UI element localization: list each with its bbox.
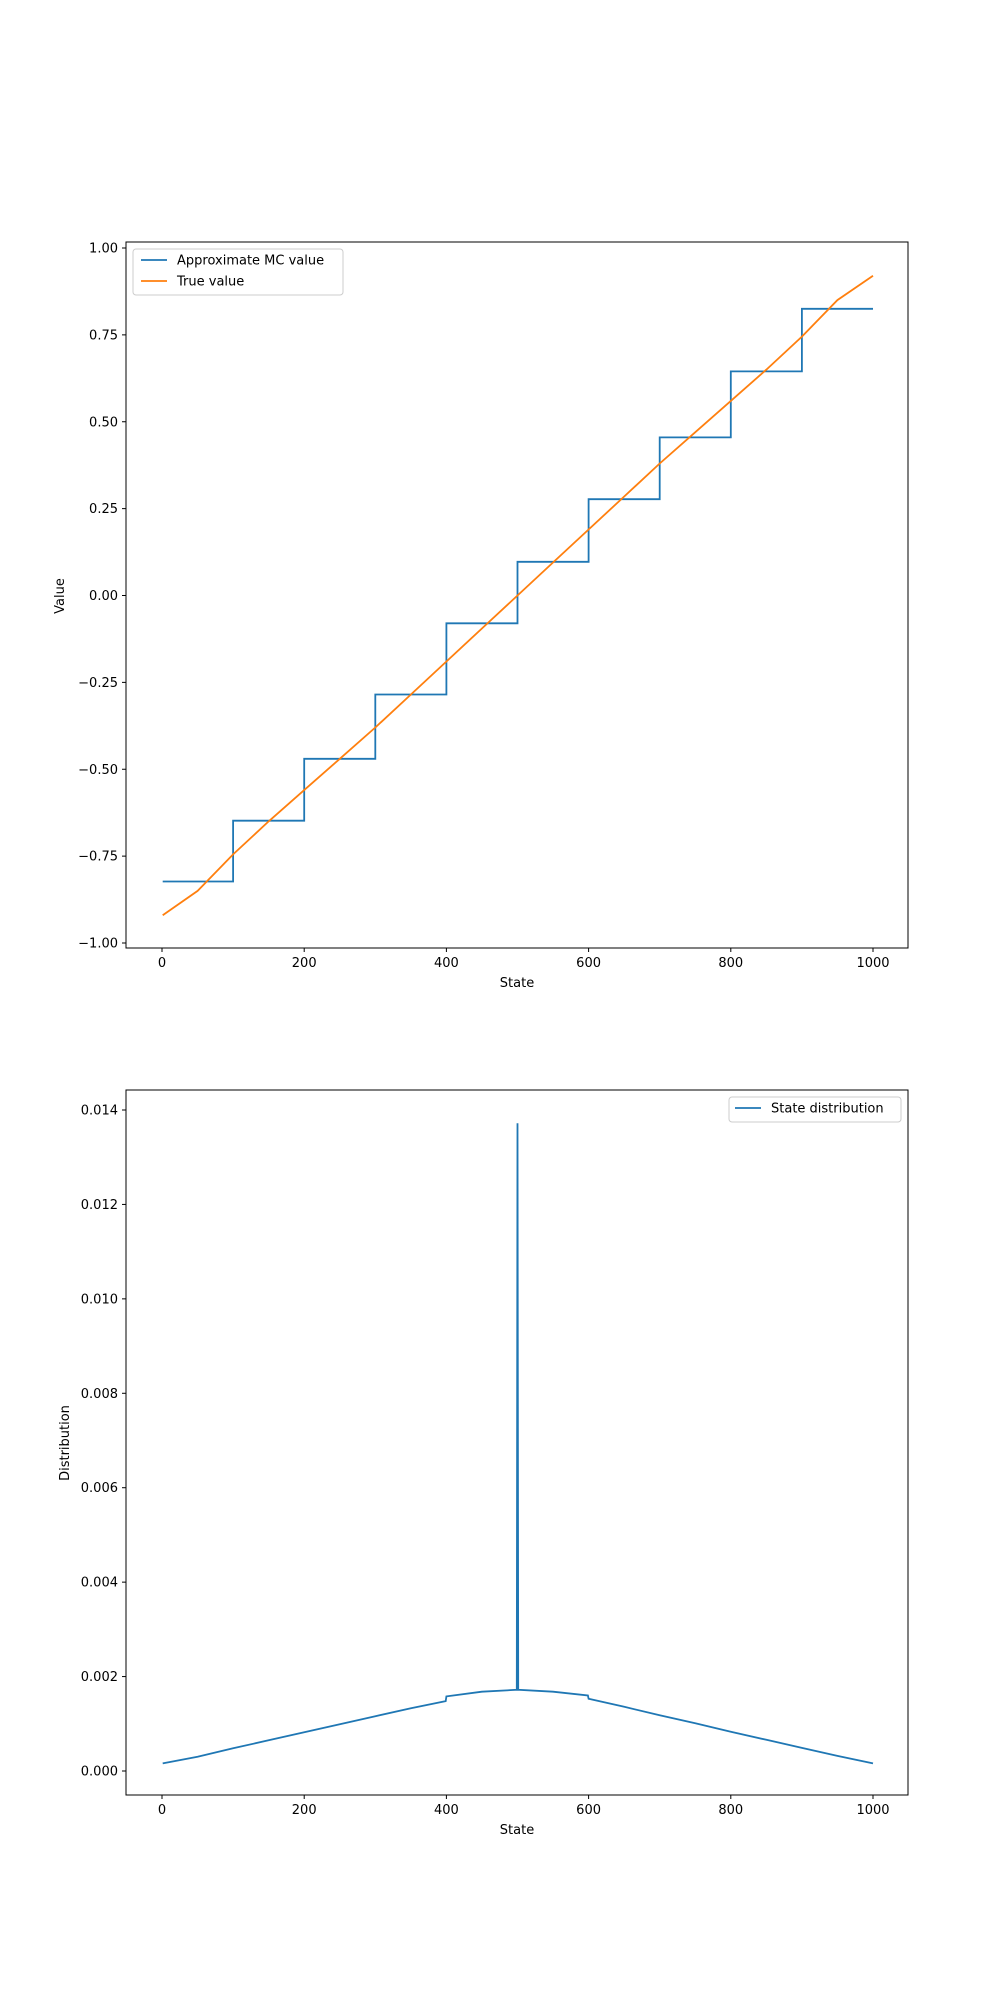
distribution-plot-frame	[125, 1089, 909, 1796]
y-tick-label: 1.00	[89, 242, 118, 257]
x-tick-label: 600	[576, 956, 601, 971]
x-tick-label: 600	[576, 1803, 601, 1818]
distribution-plot-x-ticks: 0 200 400 600 800 1000	[158, 1795, 890, 1818]
series-line-approximate-mc-value	[162, 307, 873, 883]
x-tick-label: 200	[292, 956, 317, 971]
y-tick-label: −0.25	[78, 676, 118, 691]
x-tick-label: 0	[158, 1803, 166, 1818]
y-tick-label: 0.50	[89, 415, 118, 430]
y-tick-label: 0.012	[81, 1198, 118, 1213]
x-tick-label: 1000	[856, 1803, 889, 1818]
distribution-plot-lines	[162, 1123, 874, 1765]
x-tick-label: 800	[718, 1803, 743, 1818]
distribution-plot: 0.000 0.002 0.004 0.006 0.008 0.010 0.012 0.014…	[58, 1089, 909, 1838]
y-tick-label: −1.00	[78, 937, 118, 952]
y-tick-label: 0.00	[89, 589, 118, 604]
value-plot: −1.00 −0.75 −0.50 −0.25 0.00 0.25 0.50 0.75 1.00…	[53, 241, 909, 991]
y-tick-label: 0.008	[81, 1387, 118, 1402]
y-tick-label: 0.010	[81, 1292, 118, 1307]
legend-label-true-value: True value	[176, 275, 244, 290]
legend-label-state-distribution: State distribution	[771, 1102, 884, 1117]
legend-label-approximate-mc: Approximate MC value	[177, 254, 324, 269]
series-line-true-value	[162, 275, 874, 916]
y-tick-label: 0.25	[89, 502, 118, 517]
x-tick-label: 400	[434, 1803, 459, 1818]
y-tick-label: 0.75	[89, 328, 118, 343]
x-tick-label: 800	[718, 956, 743, 971]
value-plot-y-ticks: −1.00 −0.75 −0.50 −0.25 0.00 0.25 0.50 0.75 1.00	[78, 242, 126, 952]
value-plot-legend-box	[132, 248, 344, 296]
distribution-plot-y-axis-label: Distribution	[58, 1405, 73, 1481]
y-tick-label: −0.50	[78, 763, 118, 778]
y-tick-label: 0.002	[81, 1670, 118, 1685]
x-tick-label: 1000	[856, 956, 889, 971]
x-tick-label: 0	[158, 956, 166, 971]
value-plot-x-ticks: 0 200 400 600 800 1000	[158, 948, 890, 971]
distribution-plot-y-ticks: 0.000 0.002 0.004 0.006 0.008 0.010 0.012 0.014	[81, 1104, 126, 1780]
distribution-plot-legend-box	[728, 1096, 902, 1123]
y-tick-label: 0.004	[81, 1576, 118, 1591]
distribution-plot-legend: State distribution	[728, 1096, 902, 1123]
y-tick-label: 0.006	[81, 1481, 118, 1496]
distribution-plot-x-axis-label: State	[500, 1823, 534, 1838]
x-tick-label: 400	[434, 956, 459, 971]
y-tick-label: −0.75	[78, 850, 118, 865]
series-line-state-distribution	[162, 1123, 874, 1765]
value-plot-lines	[162, 275, 874, 916]
value-plot-y-axis-label: Value	[53, 578, 68, 614]
y-tick-label: 0.014	[81, 1104, 118, 1119]
y-tick-label: 0.000	[81, 1765, 118, 1780]
value-plot-x-axis-label: State	[500, 976, 534, 991]
x-tick-label: 200	[292, 1803, 317, 1818]
value-plot-legend: Approximate MC value True value	[132, 248, 344, 296]
